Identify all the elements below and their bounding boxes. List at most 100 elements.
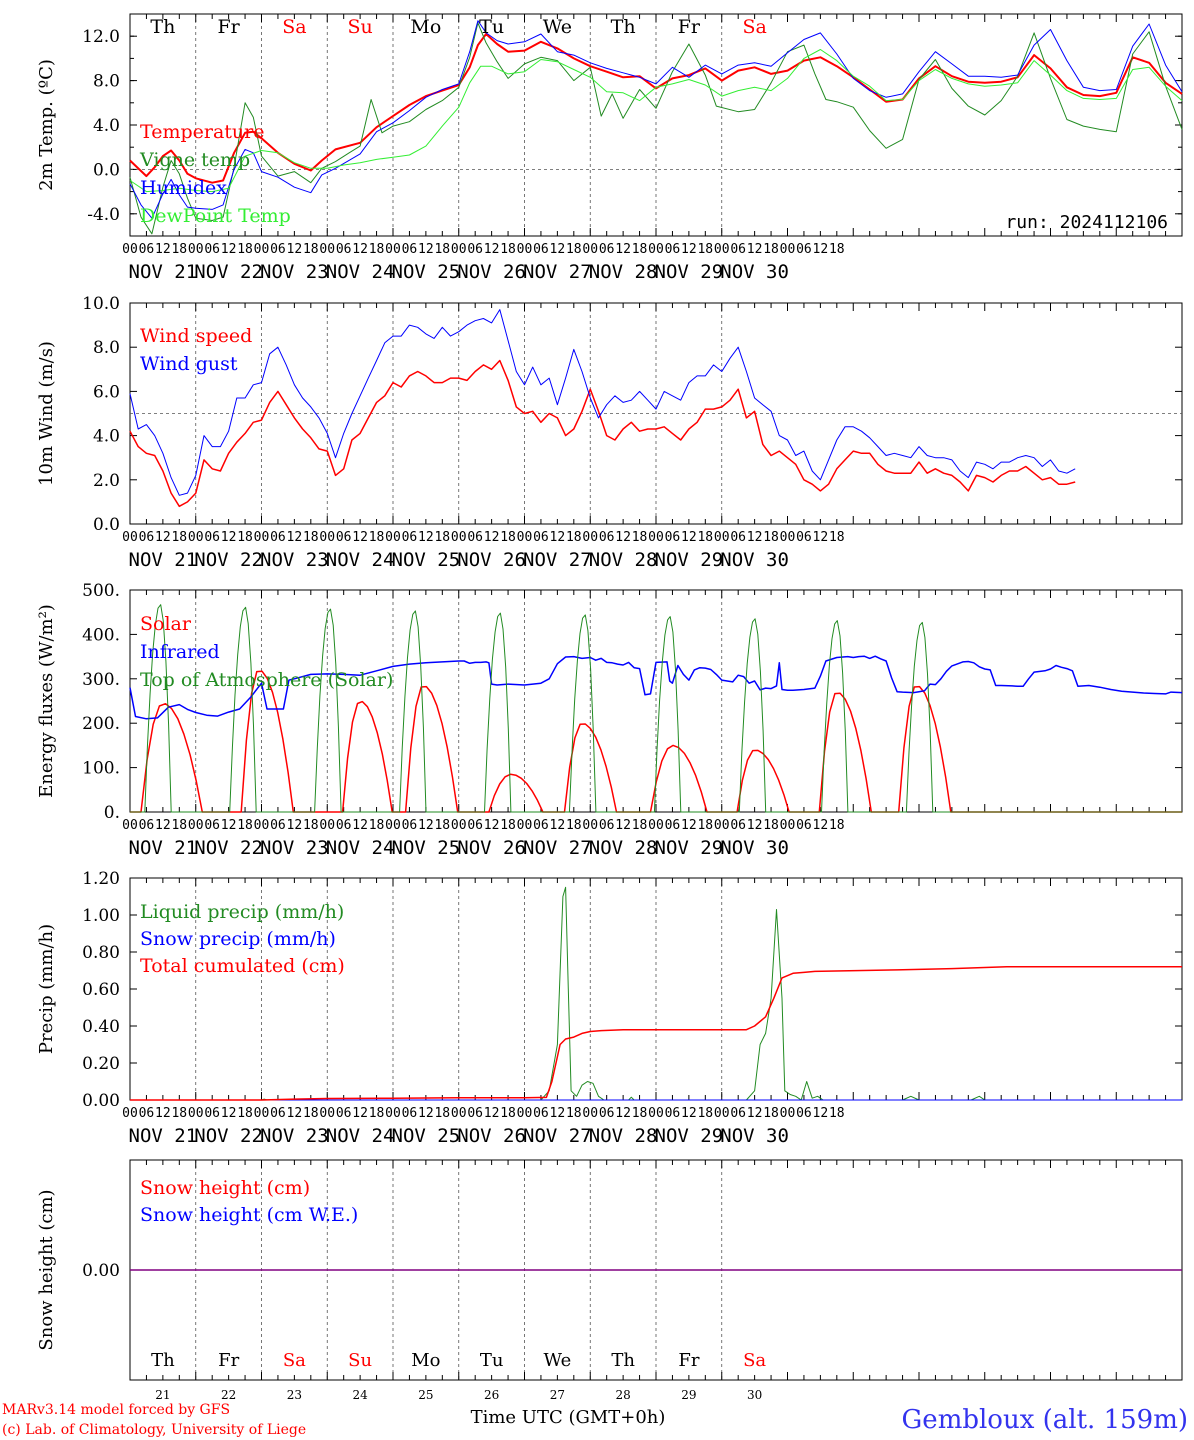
date-label: NOV 26 — [457, 1125, 526, 1147]
hour-tick-label: 00 — [517, 530, 533, 545]
hour-tick-label: 12 — [155, 1106, 171, 1121]
hour-tick-label: 12 — [352, 818, 368, 833]
hour-tick-label: 00 — [517, 1106, 533, 1121]
hour-tick-label: 18 — [434, 1106, 450, 1121]
hour-tick-label: 06 — [467, 818, 483, 833]
day-of-week-label: Tu — [479, 16, 504, 38]
hour-tick-label: 06 — [204, 242, 220, 257]
day-of-week-label: Mo — [411, 1350, 440, 1371]
hour-tick-label: 18 — [369, 1106, 385, 1121]
day-of-week-label: Th — [611, 1350, 635, 1371]
hour-tick-label: 12 — [352, 1106, 368, 1121]
date-label: NOV 24 — [326, 837, 395, 859]
legend-entry: Vigne temp — [139, 149, 250, 171]
series-line-infrared — [129, 655, 1183, 720]
hour-tick-label: 00 — [319, 818, 335, 833]
hour-tick-label: 06 — [730, 242, 746, 257]
hour-tick-label: 18 — [566, 242, 582, 257]
hour-tick-label: 12 — [550, 818, 566, 833]
series-line-top-of-atmosphere-solar- — [130, 604, 1182, 813]
hour-tick-label: 06 — [796, 818, 812, 833]
day-of-week-label: Su — [347, 16, 372, 38]
legend-entry: Liquid precip (mm/h) — [140, 901, 344, 923]
hour-tick-label: 18 — [829, 818, 845, 833]
hour-tick-label: 18 — [500, 1106, 516, 1121]
hour-tick-label: 00 — [714, 818, 730, 833]
date-label: NOV 25 — [392, 549, 461, 571]
date-label: NOV 22 — [194, 549, 263, 571]
hour-tick-label: 12 — [615, 1106, 631, 1121]
hour-tick-label: 12 — [813, 530, 829, 545]
hour-tick-label: 06 — [730, 530, 746, 545]
hour-tick-label: 18 — [829, 242, 845, 257]
legend-entry: Wind speed — [140, 325, 252, 347]
hour-tick-label: 18 — [697, 818, 713, 833]
hour-tick-label: 00 — [780, 1106, 796, 1121]
hour-tick-label: 06 — [204, 530, 220, 545]
date-label: NOV 27 — [523, 837, 592, 859]
hour-tick-label: 12 — [352, 530, 368, 545]
hour-tick-label: 18 — [434, 530, 450, 545]
hour-tick-label: 12 — [813, 242, 829, 257]
hour-tick-label: 06 — [139, 1106, 155, 1121]
day-number-label: 29 — [681, 1388, 696, 1402]
date-label: NOV 30 — [720, 837, 789, 859]
hour-tick-label: 18 — [566, 818, 582, 833]
legend-entry: Wind gust — [140, 353, 238, 375]
day-of-week-label: Fr — [678, 1350, 699, 1371]
date-label: NOV 25 — [392, 1125, 461, 1147]
y-tick-label: 4.0 — [93, 116, 120, 136]
hour-tick-label: 18 — [566, 1106, 582, 1121]
day-of-week-label: Sa — [742, 16, 766, 38]
hour-tick-label: 12 — [550, 1106, 566, 1121]
y-tick-label: 8.0 — [93, 338, 120, 358]
hour-tick-label: 00 — [451, 242, 467, 257]
day-of-week-label: Su — [348, 1350, 372, 1371]
hour-tick-label: 00 — [451, 530, 467, 545]
hour-tick-label: 18 — [171, 818, 187, 833]
y-tick-label: 0.0 — [93, 515, 120, 535]
hour-tick-label: 18 — [763, 818, 779, 833]
date-label: NOV 28 — [589, 1125, 658, 1147]
date-label: NOV 25 — [392, 837, 461, 859]
y-tick-label: 4.0 — [93, 427, 120, 447]
date-label: NOV 23 — [260, 1125, 329, 1147]
series-line-total-cumulated-cm- — [130, 966, 1182, 1101]
hour-tick-label: 00 — [714, 1106, 730, 1121]
y-axis-label: 2m Temp. (ºC) — [36, 59, 57, 191]
hour-tick-label: 12 — [747, 818, 763, 833]
day-of-week-label: Th — [611, 16, 636, 38]
hour-tick-label: 12 — [747, 1106, 763, 1121]
hour-tick-label: 12 — [813, 818, 829, 833]
hour-tick-label: 18 — [237, 530, 253, 545]
date-label: NOV 21 — [129, 549, 198, 571]
hour-tick-label: 12 — [747, 530, 763, 545]
panel-wind: 0.0 2.0 4.0 6.0 8.0 10.0 10m Wind (m/s) Wind sp… — [36, 294, 1183, 571]
y-axis-label: Precip (mm/h) — [36, 924, 57, 1054]
date-label: NOV 21 — [129, 261, 198, 283]
legend-entry: Infrared — [140, 641, 220, 663]
legend-entry: Top of Atmosphere (Solar) — [140, 669, 393, 691]
hour-tick-label: 06 — [599, 530, 615, 545]
y-tick-label: 10.0 — [82, 294, 120, 314]
day-number-label: 25 — [418, 1388, 433, 1402]
date-label: NOV 27 — [523, 549, 592, 571]
y-tick-label: 1.20 — [82, 869, 120, 889]
y-tick-label: 200. — [82, 714, 120, 734]
hour-tick-label: 18 — [237, 1106, 253, 1121]
hour-tick-label: 00 — [780, 530, 796, 545]
hour-tick-label: 06 — [270, 530, 286, 545]
date-label: NOV 22 — [194, 261, 263, 283]
hour-tick-label: 18 — [697, 1106, 713, 1121]
hour-tick-label: 18 — [369, 530, 385, 545]
hour-tick-label: 06 — [796, 242, 812, 257]
day-number-label: 24 — [352, 1388, 368, 1402]
hour-tick-label: 12 — [155, 530, 171, 545]
day-number-label: 26 — [484, 1388, 499, 1402]
hour-tick-label: 06 — [204, 818, 220, 833]
hour-tick-label: 18 — [829, 1106, 845, 1121]
hour-tick-label: 06 — [467, 530, 483, 545]
hour-tick-label: 00 — [319, 1106, 335, 1121]
hour-tick-label: 12 — [681, 242, 697, 257]
